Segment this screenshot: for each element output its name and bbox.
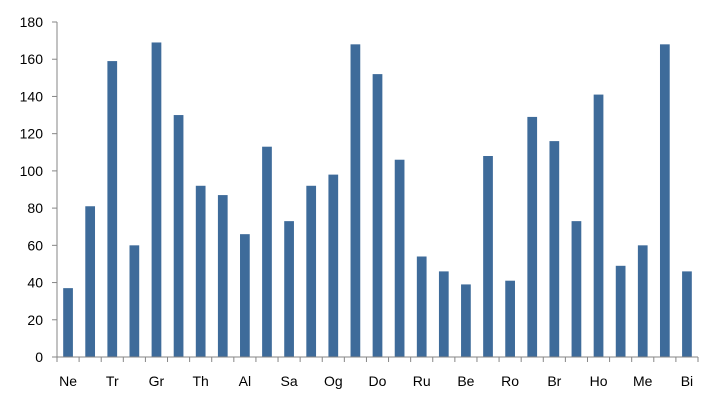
bar xyxy=(284,221,294,357)
bar xyxy=(549,141,560,357)
bar xyxy=(527,116,538,358)
y-axis-ticks xyxy=(52,21,57,358)
bar xyxy=(107,61,118,357)
y-tick-label: 40 xyxy=(27,275,43,291)
bar xyxy=(637,245,648,357)
x-tick-label: Be xyxy=(457,373,474,389)
x-tick-label: Th xyxy=(193,373,209,389)
y-tick-label: 0 xyxy=(35,349,43,365)
bar xyxy=(615,265,626,357)
bar xyxy=(217,195,228,357)
x-tick-label: Og xyxy=(324,373,343,389)
bar xyxy=(151,42,162,357)
bar xyxy=(483,156,493,357)
bar xyxy=(306,185,317,357)
x-tick-label: Br xyxy=(547,373,561,389)
y-tick-label: 20 xyxy=(27,312,43,328)
x-tick-label: Me xyxy=(633,373,653,389)
bar xyxy=(328,174,339,357)
y-tick-label: 140 xyxy=(20,88,44,104)
bar xyxy=(394,159,405,357)
bar xyxy=(505,280,515,357)
bar xyxy=(240,234,250,357)
y-tick-label: 180 xyxy=(20,14,44,30)
bar xyxy=(571,221,582,357)
y-tick-label: 160 xyxy=(20,51,44,67)
x-tick-label: Sa xyxy=(281,373,298,389)
x-tick-label: Ne xyxy=(59,373,77,389)
bar xyxy=(682,271,692,357)
x-tick-label: Tr xyxy=(106,373,119,389)
x-tick-label: Ho xyxy=(590,373,608,389)
y-tick-label: 100 xyxy=(20,163,44,179)
x-tick-label: Do xyxy=(369,373,387,389)
x-tick-label: Ro xyxy=(501,373,519,389)
bar xyxy=(173,115,184,357)
y-tick-label: 60 xyxy=(27,237,43,253)
bar xyxy=(416,256,427,357)
bar xyxy=(593,94,604,357)
bar xyxy=(659,44,670,357)
bar xyxy=(350,44,361,357)
bar-series xyxy=(63,42,692,358)
bar xyxy=(438,271,449,357)
x-tick-label: Gr xyxy=(149,373,165,389)
x-axis-ticks xyxy=(56,357,699,362)
bar xyxy=(262,146,272,357)
y-axis-tick-labels: 0 20 40 60 80 100 120 140 160 180 xyxy=(20,14,44,365)
x-tick-label: Ru xyxy=(413,373,431,389)
x-axis-tick-labels: Ne Tr Gr Th Al Sa Og Do Ru Be Ro Br Ho Me Bi xyxy=(59,373,693,389)
bar xyxy=(195,185,206,357)
bar xyxy=(63,288,73,357)
bar xyxy=(85,206,96,357)
bar xyxy=(461,284,471,357)
bar xyxy=(129,245,140,357)
y-tick-label: 120 xyxy=(20,126,44,142)
x-tick-label: Bi xyxy=(681,373,693,389)
bar xyxy=(372,74,383,357)
y-tick-label: 80 xyxy=(27,200,43,216)
x-tick-label: Al xyxy=(239,373,251,389)
